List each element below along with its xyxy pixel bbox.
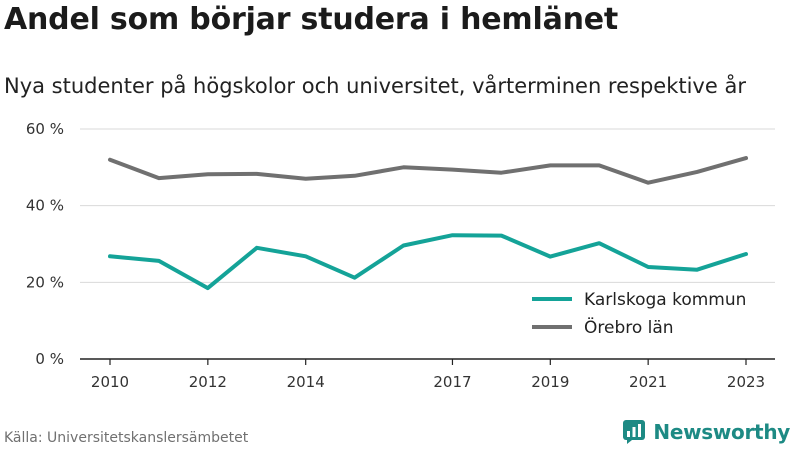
x-tick-label: 2010 xyxy=(91,373,129,391)
x-tick-label: 2017 xyxy=(433,373,471,391)
y-tick-label: 20 % xyxy=(26,273,64,291)
x-tick-label: 2019 xyxy=(531,373,569,391)
brand-name: Newsworthy xyxy=(653,420,790,444)
chart-subtitle: Nya studenter på högskolor och universit… xyxy=(4,74,746,98)
source-note: Källa: Universitetskanslersämbetet xyxy=(4,430,249,446)
newsworthy-logo-icon xyxy=(623,420,646,444)
y-tick-label: 60 % xyxy=(26,120,64,138)
x-tick-label: 2023 xyxy=(727,373,765,391)
legend-label: Örebro län xyxy=(584,316,674,338)
brand-logo: Newsworthy xyxy=(623,420,790,444)
y-tick-label: 0 % xyxy=(35,350,64,368)
series-line-orebro-lan xyxy=(108,156,748,185)
x-tick-label: 2014 xyxy=(287,373,325,391)
chart-title: Andel som börjar studera i hemlänet xyxy=(4,2,619,37)
series-line-karlskoga-kommun xyxy=(108,233,748,291)
legend-label: Karlskoga kommun xyxy=(584,290,746,310)
x-tick-label: 2012 xyxy=(189,373,227,391)
x-tick-label: 2021 xyxy=(629,373,667,391)
y-tick-label: 40 % xyxy=(26,197,64,215)
